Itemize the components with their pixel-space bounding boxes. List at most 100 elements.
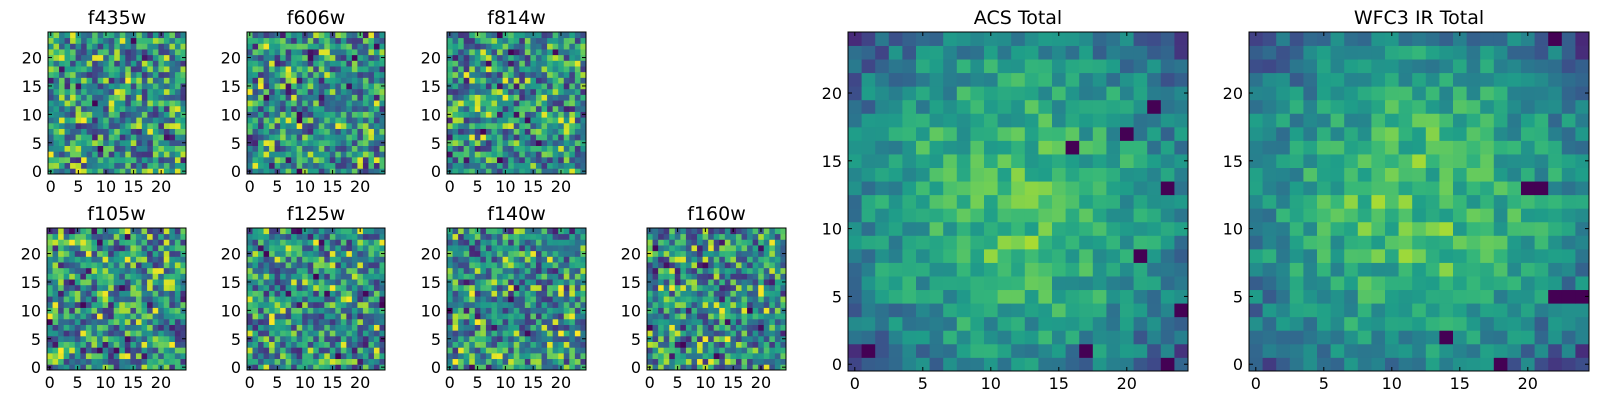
heatmap-cell [956,276,971,291]
heatmap-cell [113,245,120,252]
heatmap-cell [280,279,287,286]
heatmap-cell [80,364,87,371]
heatmap-cell [574,228,581,235]
heatmap-cell [469,71,476,78]
heatmap-cell [458,233,465,240]
heatmap-cell [524,330,531,337]
heatmap-cell [97,245,103,252]
heatmap-cell [58,296,65,303]
heatmap-cell [719,364,726,371]
heatmap-cell [368,32,375,39]
heatmap-cell [174,105,181,112]
heatmap-cell [258,273,264,280]
heatmap-cell [524,318,531,325]
heatmap-cell [368,66,375,73]
heatmap-cell [752,341,759,348]
heatmap-cell [685,307,692,314]
heatmap-cell [285,83,292,90]
heatmap-cell [296,32,303,39]
heatmap-cell [152,54,159,61]
heatmap-cell [141,256,148,263]
heatmap-cell [552,296,559,303]
heatmap-cell [552,94,559,101]
heatmap-cell [152,307,159,314]
heatmap-cell [888,330,903,345]
heatmap-cell [569,318,576,325]
heatmap-cell [362,228,369,235]
heatmap-cell [307,83,314,90]
heatmap-cell [658,290,665,297]
heatmap-cell [263,358,270,365]
heatmap-cell [340,122,347,129]
heatmap-cell [174,324,181,331]
heatmap-cell [574,49,581,56]
heatmap-cell [329,71,336,78]
heatmap-cell [535,117,542,124]
heatmap-cell [368,43,375,50]
heatmap-cell [70,43,76,50]
heatmap-cell [563,60,570,67]
heatmap-cell [508,37,515,44]
heatmap-cell [52,347,59,354]
heatmap-cell [674,284,681,291]
heatmap-cell [119,267,126,274]
heatmap-cell [169,128,176,135]
heatmap-cell [956,316,971,331]
heatmap-cell [513,335,520,342]
heatmap-cell [351,233,358,240]
heatmap-cell [1079,330,1094,345]
heatmap-cell [970,289,985,304]
heatmap-cell [713,364,720,371]
heatmap-cell [574,262,581,269]
heatmap-cell [252,43,259,50]
heatmap-cell [313,54,320,61]
heatmap-cell [508,313,515,320]
heatmap-cell [1024,235,1039,250]
heatmap-cell [480,307,487,314]
heatmap-cell [169,341,176,348]
heatmap-cell [519,54,526,61]
heatmap-cell [563,145,570,152]
heatmap-cell [302,318,309,325]
heatmap-cell [558,341,565,348]
heatmap-cell [458,239,465,246]
heatmap-cell [1052,235,1066,250]
heatmap-cell [97,43,104,50]
heatmap-cell [647,233,653,240]
heatmap-cell [970,208,985,223]
heatmap-cell [888,167,903,182]
heatmap-cell [158,134,165,141]
heatmap-cell [130,318,137,325]
heatmap-cell [147,77,154,84]
heatmap-cell [280,168,287,175]
heatmap-cell [263,347,270,354]
heatmap-cell [263,94,270,101]
heatmap-cell [463,134,470,141]
heatmap-cell [280,88,287,95]
heatmap-cell [141,273,148,280]
heatmap-cell [563,156,570,164]
heatmap-cell [658,267,665,274]
heatmap-cell [480,43,487,50]
heatmap-cell [452,233,459,240]
heatmap-cell [335,233,342,240]
heatmap-cell [552,88,559,95]
heatmap-cell [335,43,342,50]
heatmap-cell [480,290,487,297]
heatmap-cell [158,88,165,95]
heatmap-cell [452,284,459,291]
heatmap-cell [508,324,515,331]
heatmap-cell [269,128,275,135]
heatmap-cell [719,296,726,303]
heatmap-cell [152,364,159,371]
heatmap-cell [469,94,476,101]
heatmap-cell [48,151,54,158]
heatmap-cell [373,66,380,73]
heatmap-cell [724,245,731,252]
heatmap-cell [747,233,754,240]
heatmap-cell [524,290,531,297]
heatmap-cell [780,318,787,325]
heatmap-cell [535,233,542,240]
heatmap-cell [569,43,576,50]
